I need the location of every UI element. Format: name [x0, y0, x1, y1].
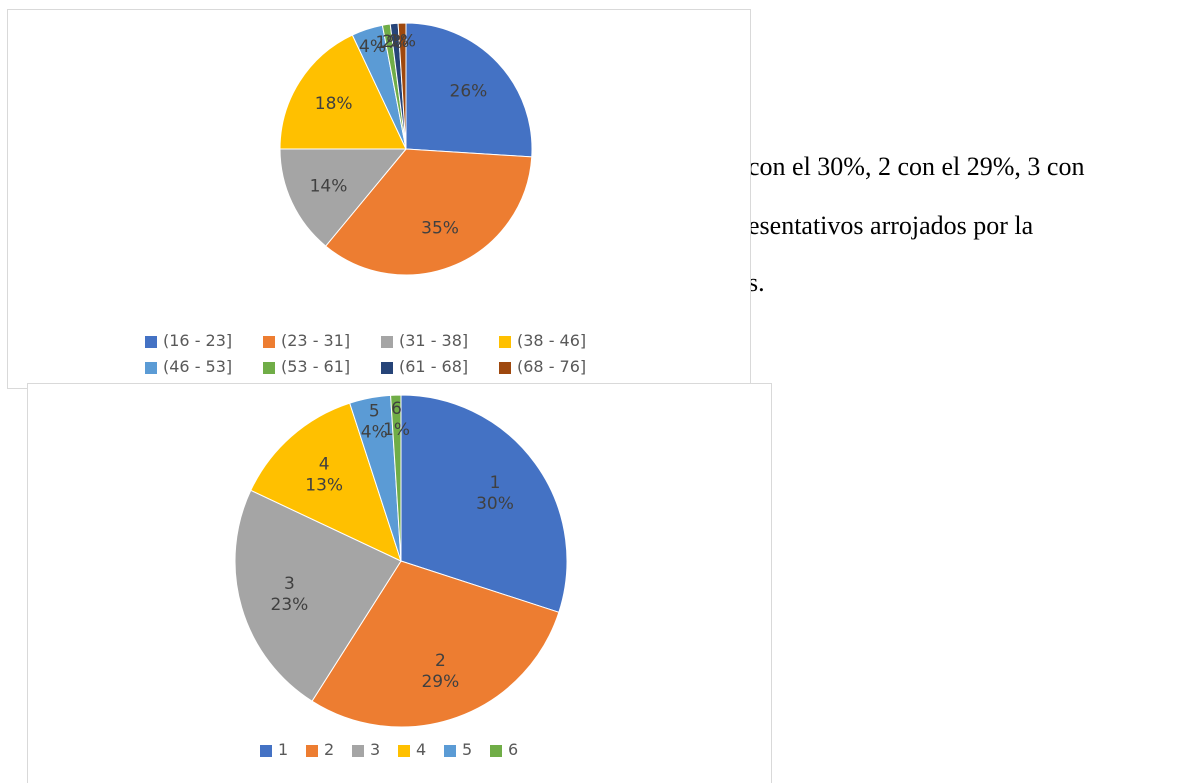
category-pie-slice-1: [400, 394, 568, 613]
age-pie-legend-swatch-3: [381, 336, 393, 348]
age-pie-legend-swatch-7: [381, 362, 393, 374]
category-pie-data-label-4: 4 13%: [305, 454, 343, 495]
age-pie-legend-label-3: (31 - 38]: [399, 331, 468, 350]
category-pie-chart-svg: 1 30% 2 29% 3 23% 4 13% 5 4%6 1% 1 2 3 4 5 6: [234, 394, 568, 759]
category-pie-slice-3: [234, 489, 402, 702]
age-pie-data-label-7: 2%: [382, 32, 409, 52]
category-pie-legend-swatch-4: [398, 745, 410, 757]
category-pie-legend-swatch-1: [260, 745, 272, 757]
age-pie-legend-label-4: (38 - 46]: [517, 331, 586, 350]
age-pie-legend-label-8: (68 - 76]: [517, 357, 586, 376]
age-pie-data-label-2: 35%: [421, 219, 459, 239]
age-pie-legend-label-6: (53 - 61]: [281, 357, 350, 376]
category-pie-data-label-6: 6 1%: [383, 399, 410, 440]
age-pie-legend-label-1: (16 - 23]: [163, 331, 232, 350]
age-pie-data-label-6: 1%: [376, 33, 403, 53]
category-pie-slice-4: [250, 402, 402, 562]
age-pie-slice-1: [405, 22, 533, 158]
document-text-line-2: esentativos arrojados por la: [748, 211, 1034, 240]
document-text-line-3: s.: [748, 268, 765, 297]
category-pie-legend-swatch-3: [352, 745, 364, 757]
age-pie-legend-swatch-4: [499, 336, 511, 348]
age-pie-legend-swatch-5: [145, 362, 157, 374]
age-pie-slice-3: [279, 148, 408, 247]
category-pie-legend-swatch-2: [306, 745, 318, 757]
category-pie-legend-label-1: 1: [278, 740, 288, 759]
category-pie-legend-swatch-5: [444, 745, 456, 757]
age-pie-legend-label-7: (61 - 68]: [399, 357, 468, 376]
age-pie-slice-2: [324, 148, 533, 276]
age-pie-data-label-1: 26%: [450, 81, 488, 101]
category-pie-legend-swatch-6: [490, 745, 502, 757]
category-pie-chart: 1 30% 2 29% 3 23% 4 13% 5 4% 6 1% 1 2 3 4 5 6: [27, 383, 772, 783]
category-pie-legend-label-2: 2: [324, 740, 334, 759]
age-pie-legend-label-2: (23 - 31]: [281, 331, 350, 350]
category-pie-legend-label-4: 4: [416, 740, 426, 759]
category-pie-legend-label-5: 5: [462, 740, 472, 759]
age-pie-data-label-8: 1%: [389, 32, 416, 52]
category-pie-data-label-3: 3 23%: [271, 574, 309, 615]
age-pie-data-label-4: 18%: [315, 94, 353, 114]
category-pie-legend-label-6: 6: [508, 740, 518, 759]
category-pie-slice-6: [390, 394, 402, 562]
age-range-pie-chart-svg: 26% 35% 14% 18% 4%1%2%1% (16 - 23] (23 - 31] (3…: [145, 22, 586, 376]
age-pie-slice-8: [397, 22, 407, 150]
category-pie-slice-2: [311, 560, 560, 728]
age-pie-legend-swatch-8: [499, 362, 511, 374]
category-pie-data-label-5: 5 4%: [361, 401, 388, 442]
category-pie-data-label-2: 2 29%: [421, 651, 459, 692]
age-pie-legend-swatch-6: [263, 362, 275, 374]
category-pie-legend-label-3: 3: [370, 740, 380, 759]
document-text-line-1: con el 30%, 2 con el 29%, 3 con: [748, 152, 1085, 181]
age-pie-legend-label-5: (46 - 53]: [163, 357, 232, 376]
age-pie-slice-4: [279, 34, 407, 150]
category-pie-data-label-1: 1 30%: [476, 473, 514, 514]
age-pie-data-label-5: 4%: [359, 37, 386, 57]
age-range-pie-chart: 26% 35% 14% 18% 4% 1% 2% 1% (16 - 23] (23 - 31] (3…: [7, 9, 751, 389]
age-pie-legend-swatch-2: [263, 336, 275, 348]
age-pie-legend-swatch-1: [145, 336, 157, 348]
age-pie-data-label-3: 14%: [310, 176, 348, 196]
